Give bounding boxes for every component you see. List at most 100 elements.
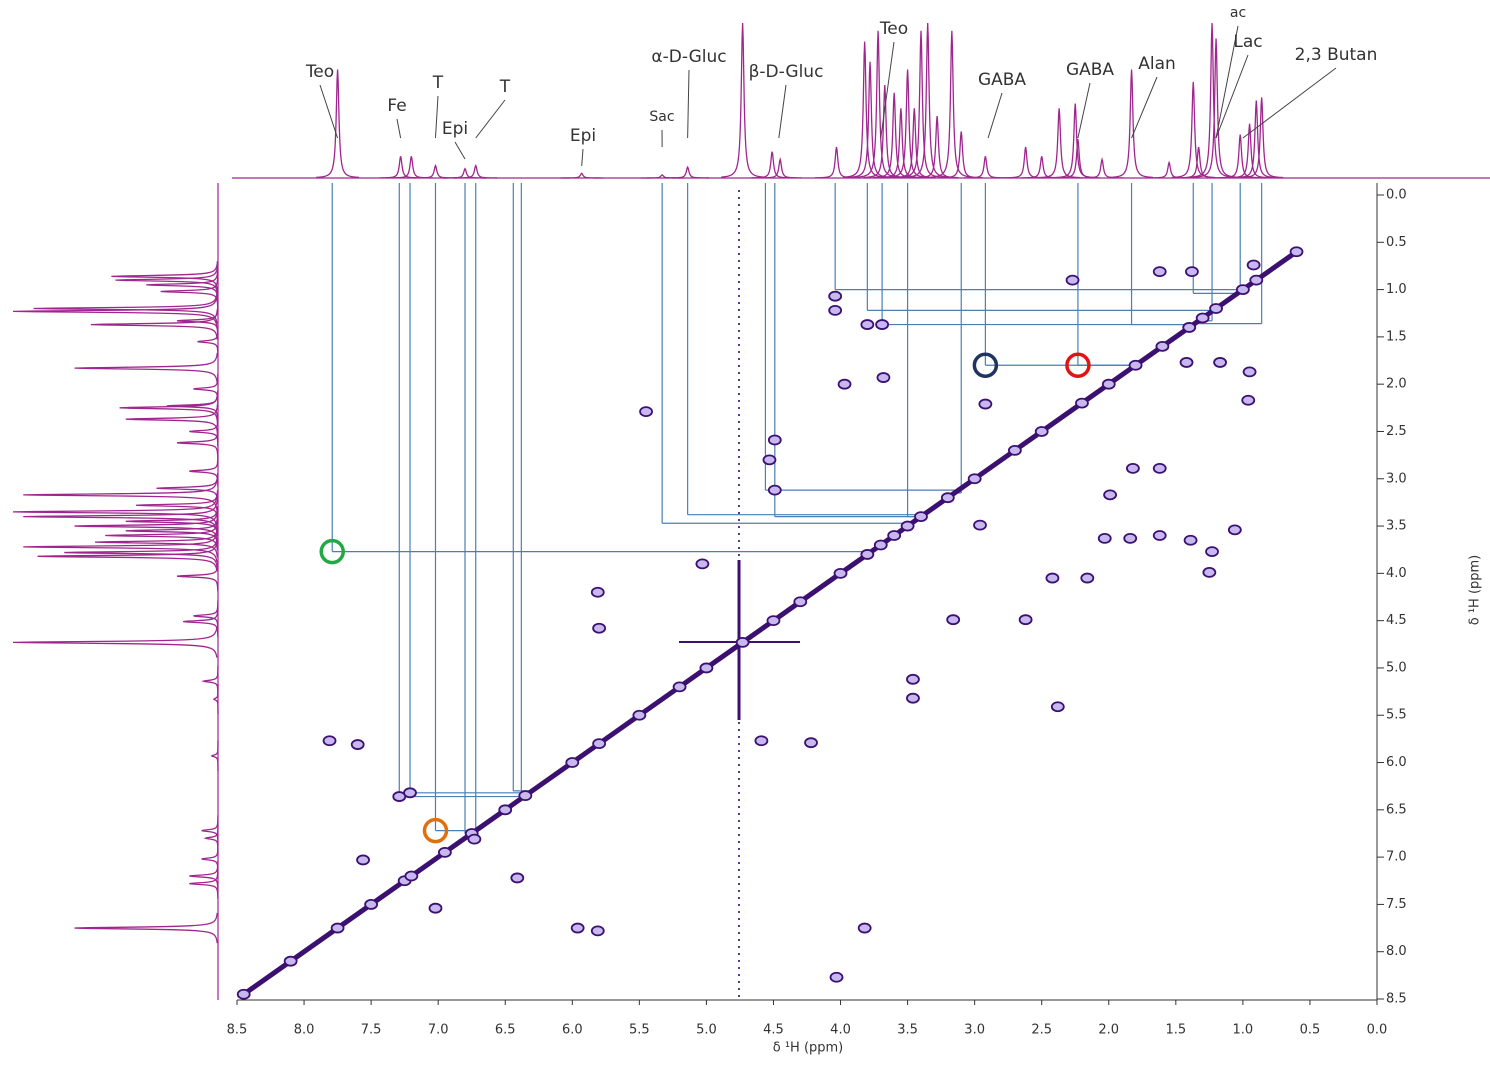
cross-peak: [1181, 358, 1193, 367]
projection-peak: [193, 374, 217, 404]
cross-peak: [979, 400, 991, 409]
cross-peak: [1248, 260, 1260, 269]
cross-peak: [499, 805, 511, 814]
projection-peak: [849, 62, 892, 178]
x-axis-title: δ ¹H (ppm): [773, 1041, 844, 1056]
cross-peak: [1099, 534, 1111, 543]
annotation-leader: [455, 142, 465, 159]
cross-peak: [700, 663, 712, 672]
cross-peak: [859, 924, 871, 933]
projection-peak: [177, 561, 218, 591]
cross-peak: [877, 373, 889, 382]
cross-peak: [907, 694, 919, 703]
x-tick-label: 3.5: [897, 1023, 918, 1038]
peak-annotation: T: [432, 73, 444, 93]
peak-annotation: Sac: [649, 109, 674, 125]
projection-peak: [189, 456, 218, 486]
cross-peak: [404, 788, 416, 797]
cross-peak: [566, 758, 578, 767]
projection-peak: [316, 70, 359, 178]
peak-annotation: Fe: [387, 96, 406, 116]
peak-annotation: Epi: [442, 119, 468, 139]
cross-peak: [829, 306, 841, 315]
projection-peak: [666, 167, 709, 178]
projection-peak: [1110, 70, 1153, 178]
cross-peak: [1242, 396, 1254, 405]
cross-peak: [902, 522, 914, 531]
x-tick-label: 5.0: [696, 1023, 717, 1038]
cross-peak: [572, 924, 584, 933]
annotation-leader: [397, 119, 401, 138]
peak-annotation: Epi: [570, 126, 596, 146]
cross-peak: [794, 597, 806, 606]
cross-peak: [1229, 525, 1241, 534]
projection-peak: [940, 132, 983, 178]
peak-annotation: 2,3 Butan: [1295, 45, 1378, 65]
cross-peak: [593, 624, 605, 633]
projection-peak: [930, 31, 973, 177]
cross-peak: [1203, 568, 1215, 577]
cross-peak: [468, 835, 480, 844]
y-tick-label: 5.0: [1386, 660, 1407, 675]
cross-peak: [1197, 313, 1209, 322]
projection-peak: [13, 627, 217, 657]
cross-peak: [1250, 276, 1262, 285]
cross-peak: [1214, 358, 1226, 367]
cross-peak: [674, 682, 686, 691]
cross-peak: [861, 550, 873, 559]
projection-peak: [815, 147, 858, 178]
peak-annotation: ac: [1230, 5, 1246, 21]
x-tick-label: 0.5: [1300, 1023, 1321, 1038]
cross-peak: [593, 739, 605, 748]
projection-peak: [91, 309, 217, 339]
cross-peak: [1076, 399, 1088, 408]
projection-peak: [454, 166, 497, 178]
annotation-leader: [688, 70, 689, 138]
projection-peak: [204, 666, 218, 696]
cross-peak: [767, 616, 779, 625]
cross-peak: [1206, 547, 1218, 556]
cross-peak: [352, 740, 364, 749]
cross-peak: [805, 738, 817, 747]
cross-peak: [876, 320, 888, 329]
cross-peak: [1237, 285, 1249, 294]
projection-peak: [414, 166, 457, 178]
cross-peak: [1020, 615, 1032, 624]
annotation-leader: [476, 100, 505, 138]
x-tick-label: 7.5: [361, 1023, 382, 1038]
projection-peak: [183, 606, 218, 636]
cross-peak: [763, 455, 775, 464]
y-tick-label: 7.5: [1386, 897, 1407, 912]
y-axis-title: δ ¹H (ppm): [1468, 555, 1483, 626]
projection-peak: [64, 537, 217, 567]
cross-peak: [1244, 367, 1256, 376]
x-tick-label: 3.0: [964, 1023, 985, 1038]
x-tick-label: 1.5: [1165, 1023, 1186, 1038]
y-tick-label: 4.0: [1386, 566, 1407, 581]
peak-annotation: Teo: [879, 19, 908, 39]
cross-peak: [1154, 531, 1166, 540]
cross-peak: [1127, 464, 1139, 473]
cross-peak: [633, 711, 645, 720]
cross-peak: [888, 531, 900, 540]
cross-peak: [831, 973, 843, 982]
y-tick-label: 7.0: [1386, 850, 1407, 865]
y-tick-label: 1.5: [1386, 329, 1407, 344]
y-tick-label: 2.5: [1386, 424, 1407, 439]
cross-peak: [915, 512, 927, 521]
cross-peak: [1130, 361, 1142, 370]
y-tick-label: 4.5: [1386, 613, 1407, 628]
projection-peak: [177, 306, 218, 336]
cross-peak: [947, 615, 959, 624]
cross-peak: [835, 569, 847, 578]
x-tick-label: 6.0: [562, 1023, 583, 1038]
cross-peak: [1009, 446, 1021, 455]
y-tick-label: 3.5: [1386, 519, 1407, 534]
cross-peak: [829, 292, 841, 301]
y-tick-label: 6.0: [1386, 755, 1407, 770]
y-tick-label: 1.0: [1386, 282, 1407, 297]
y-tick-label: 5.5: [1386, 708, 1407, 723]
cross-peak: [737, 638, 749, 647]
peak-annotation: T: [499, 77, 511, 97]
cross-peak: [439, 848, 451, 857]
